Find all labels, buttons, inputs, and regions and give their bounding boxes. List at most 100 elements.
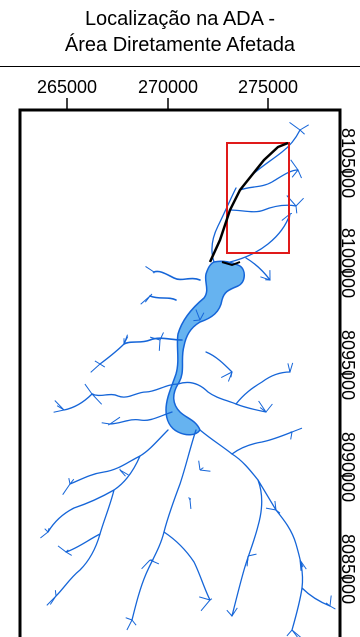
river-twig bbox=[149, 293, 153, 297]
river-twig bbox=[54, 400, 65, 411]
river-twig bbox=[291, 427, 303, 433]
river-twig bbox=[145, 265, 155, 273]
river-twig bbox=[299, 559, 302, 571]
river-twig bbox=[149, 559, 160, 565]
river-twig bbox=[189, 499, 192, 509]
river-twig bbox=[198, 460, 201, 471]
x-tick-label: 275000 bbox=[237, 77, 299, 97]
river-twig bbox=[199, 312, 205, 321]
river-twig bbox=[299, 559, 304, 568]
river-twig bbox=[53, 409, 65, 413]
river-twig bbox=[220, 371, 233, 379]
map-frame bbox=[18, 108, 342, 637]
x-tick-marks bbox=[66, 98, 269, 110]
river-tributary bbox=[231, 479, 263, 617]
river-tributary bbox=[99, 343, 125, 365]
river-twig bbox=[289, 212, 293, 215]
river-twig bbox=[193, 319, 201, 322]
river-twig bbox=[123, 336, 129, 345]
river-twig bbox=[199, 467, 204, 471]
river-tributary bbox=[47, 455, 141, 533]
river-twig bbox=[275, 509, 281, 514]
river-twig bbox=[149, 336, 161, 341]
river-twig bbox=[227, 371, 233, 382]
river-tributary bbox=[91, 383, 179, 398]
river-tributary bbox=[55, 489, 115, 597]
river-twig bbox=[209, 598, 213, 601]
river-twig bbox=[68, 478, 71, 485]
river-tributary bbox=[199, 429, 277, 511]
river-twig bbox=[325, 602, 331, 607]
river-twig bbox=[90, 363, 101, 373]
river-tributary bbox=[211, 187, 237, 263]
river-twig bbox=[260, 276, 271, 281]
river-twig bbox=[158, 339, 161, 351]
river-twig bbox=[274, 500, 277, 511]
river-twig bbox=[290, 159, 299, 171]
river-twig bbox=[44, 528, 49, 533]
river-twig bbox=[40, 531, 49, 539]
river-twig bbox=[94, 360, 101, 365]
title-divider bbox=[0, 66, 360, 67]
river-twig bbox=[57, 545, 67, 553]
line-feature-dam bbox=[221, 261, 241, 267]
river-tributary bbox=[109, 411, 173, 425]
river-twig bbox=[289, 369, 291, 373]
river-twig bbox=[125, 617, 133, 621]
river-twig bbox=[295, 197, 304, 207]
river-twig bbox=[226, 609, 233, 617]
river-tributary bbox=[229, 213, 291, 263]
river-tributary bbox=[69, 429, 169, 485]
river-tributary bbox=[231, 431, 293, 455]
river-twig bbox=[99, 363, 106, 368]
river-twig bbox=[47, 528, 50, 533]
river-twig bbox=[189, 498, 192, 501]
river-twig bbox=[69, 478, 75, 485]
river-twig bbox=[290, 431, 293, 440]
reservoir-water-body bbox=[40, 121, 336, 637]
map-title-line-1: Localização na ADA - bbox=[84, 8, 276, 30]
river-twig bbox=[84, 383, 93, 395]
river-twig bbox=[126, 619, 133, 631]
river-tributary bbox=[177, 381, 267, 413]
river-twig bbox=[299, 124, 309, 131]
river-twig bbox=[289, 121, 301, 131]
river-tributary bbox=[301, 587, 331, 607]
river-twig bbox=[286, 629, 293, 637]
river-twig bbox=[299, 129, 305, 135]
river-tributary bbox=[251, 129, 301, 176]
river-twig bbox=[329, 595, 332, 607]
river-tributary bbox=[239, 169, 299, 191]
x-tick-label: 270000 bbox=[137, 77, 199, 97]
river-tributary bbox=[275, 509, 304, 631]
river-twig bbox=[289, 362, 294, 373]
river-twig bbox=[107, 423, 111, 426]
river-twig bbox=[265, 507, 277, 511]
river-twig bbox=[291, 169, 299, 178]
river-twig bbox=[62, 483, 71, 495]
river-tributary bbox=[235, 371, 291, 405]
river-twig bbox=[65, 549, 69, 553]
river-twig bbox=[109, 416, 121, 425]
river-twig bbox=[49, 595, 57, 605]
river-twig bbox=[329, 605, 336, 610]
reservoir-main-body bbox=[165, 260, 245, 436]
river-twig bbox=[265, 403, 273, 413]
y-tick-marks bbox=[340, 171, 352, 579]
river-twig bbox=[141, 559, 151, 570]
river-tributary bbox=[245, 257, 271, 281]
river-twig bbox=[247, 553, 257, 557]
river-tributary bbox=[65, 533, 101, 553]
line-feature bbox=[208, 141, 289, 263]
river-twig bbox=[101, 422, 111, 425]
river-twig bbox=[91, 393, 103, 405]
river-tributary bbox=[63, 393, 93, 411]
river-twig bbox=[54, 590, 57, 597]
river-tributary bbox=[123, 337, 183, 345]
river-twig bbox=[131, 619, 137, 626]
river-tributary bbox=[153, 270, 201, 281]
river-twig bbox=[65, 551, 72, 556]
x-tick-label: 265000 bbox=[36, 77, 98, 97]
river-twig bbox=[295, 205, 298, 214]
